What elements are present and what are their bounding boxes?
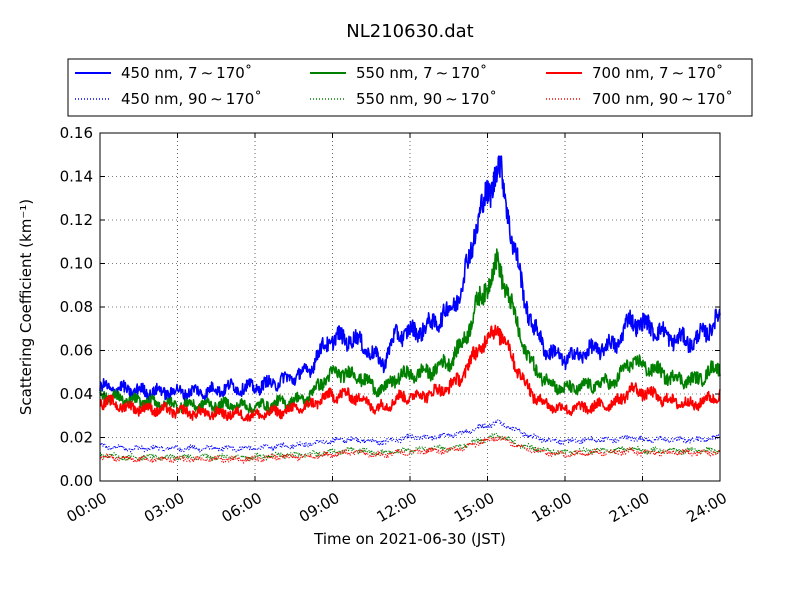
- y-axis-label: Scattering Coefficient (km⁻¹): [17, 199, 35, 415]
- y-tick-label: 0.00: [60, 472, 93, 490]
- x-axis-label: Time on 2021-06-30 (JST): [313, 530, 506, 548]
- ticks: 0.00 0.02 0.04 0.06 0.08 0.10 0.12 0.14 0.16 00:0…: [60, 124, 730, 526]
- legend-label: 550 nm, 90 ∼ 170˚: [356, 90, 497, 108]
- y-tick-label: 0.14: [60, 168, 93, 186]
- x-tick-label: 00:00: [64, 489, 110, 526]
- y-tick-label: 0.16: [60, 124, 93, 142]
- x-tick-label: 12:00: [374, 489, 420, 526]
- series-line: [99, 418, 721, 453]
- series-line: [99, 435, 721, 464]
- legend-box: [67, 58, 753, 117]
- x-tick-label: 24:00: [684, 489, 730, 526]
- y-tick-label: 0.12: [60, 211, 93, 229]
- chart-title: NL210630.dat: [346, 21, 473, 42]
- x-tick-label: 09:00: [296, 489, 342, 526]
- y-tick-label: 0.06: [60, 342, 93, 360]
- legend-label: 450 nm, 90 ∼ 170˚: [121, 90, 262, 108]
- legend-label: 450 nm, 7 ∼ 170˚: [121, 64, 252, 82]
- y-tick-label: 0.10: [60, 255, 93, 273]
- legend-label: 550 nm, 7 ∼ 170˚: [356, 64, 487, 82]
- y-tick-label: 0.08: [60, 298, 93, 316]
- legend-label: 700 nm, 7 ∼ 170˚: [592, 64, 723, 82]
- series-line: [99, 155, 721, 402]
- series-line: [99, 324, 721, 422]
- series-layer: [99, 155, 721, 464]
- series-line: [99, 432, 721, 462]
- grid: [100, 133, 720, 481]
- x-tick-label: 15:00: [451, 489, 497, 526]
- y-tick-label: 0.04: [60, 385, 93, 403]
- series-line: [99, 248, 721, 416]
- legend-label: 700 nm, 90 ∼ 170˚: [592, 90, 733, 108]
- x-tick-label: 06:00: [219, 489, 265, 526]
- x-tick-label: 21:00: [606, 489, 652, 526]
- x-tick-label: 18:00: [529, 489, 575, 526]
- legend: 450 nm, 7 ∼ 170˚ 450 nm, 90 ∼ 170˚ 550 nm,…: [67, 58, 753, 117]
- x-tick-label: 03:00: [141, 489, 187, 526]
- y-tick-label: 0.02: [60, 429, 93, 447]
